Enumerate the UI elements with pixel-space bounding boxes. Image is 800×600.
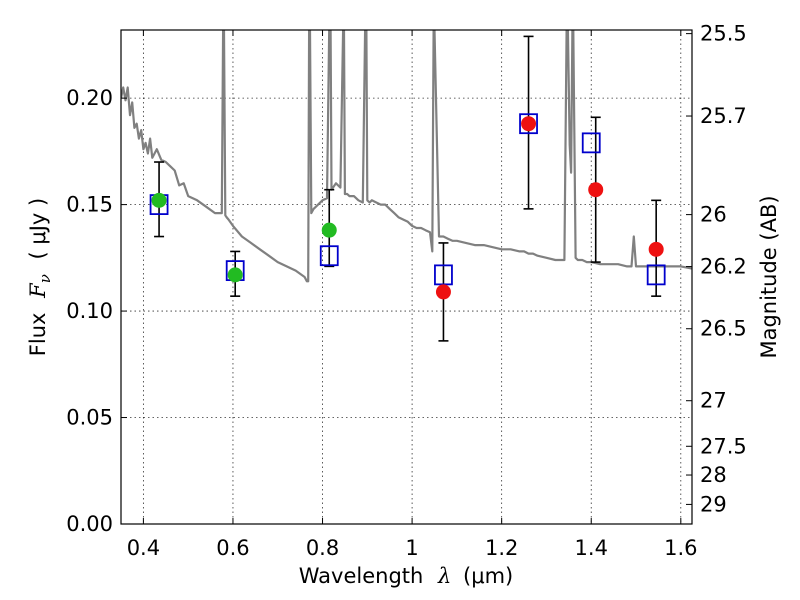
- x-axis-label: Wavelength λ (μm): [299, 564, 513, 588]
- y-tick-label: 0.05: [66, 406, 113, 430]
- observed-point-marker: [521, 116, 537, 132]
- marker-layer: [149, 113, 666, 300]
- y-tick-label: 0.00: [66, 512, 113, 536]
- x-tick-label: 0.6: [216, 536, 249, 560]
- observed-point-marker: [151, 192, 167, 208]
- x-tick-label: 0.8: [306, 536, 339, 560]
- model-square-marker: [434, 264, 453, 286]
- spectrum-line: [121, 30, 692, 283]
- grid: [121, 30, 692, 525]
- errorbar-layer: [154, 35, 662, 342]
- model-spectrum-layer: [121, 30, 692, 283]
- model-square-marker: [646, 264, 666, 286]
- plot-frame: [120, 29, 693, 525]
- y2-axis-label: Magnitude (AB): [757, 195, 781, 358]
- y-tick-label: 0.20: [66, 86, 113, 110]
- y2-tick-label: 28: [700, 463, 727, 487]
- y2-tick-label: 27.5: [700, 434, 747, 458]
- observed-point-marker: [227, 267, 243, 283]
- y2-tick-label: 26.5: [700, 317, 747, 341]
- x-tick-label: 1.4: [575, 536, 608, 560]
- y2-tick-label: 29: [700, 492, 727, 516]
- y-tick-label: 0.10: [66, 299, 113, 323]
- x-tick-label: 1: [405, 536, 418, 560]
- x-tick-label: 0.4: [127, 536, 160, 560]
- x-tick-label: 1.2: [485, 536, 518, 560]
- y2-tick-label: 25.5: [700, 22, 747, 46]
- observed-point-marker: [321, 222, 337, 238]
- observed-point-marker: [648, 241, 664, 257]
- axis-ticks: 0.4 0.6 0.8 1 1.2 1.4 1.6 0.00 0.05 0.10 0.15 0.20 2…: [66, 22, 747, 560]
- model-square-marker: [519, 113, 538, 135]
- y-axis-label: Flux Fν ( μJy ): [26, 198, 55, 356]
- model-square-marker: [319, 245, 339, 267]
- x-tick-label: 1.6: [664, 536, 697, 560]
- y2-tick-label: 26.2: [700, 255, 747, 279]
- y2-tick-label: 26: [700, 203, 727, 227]
- observed-point-marker: [588, 182, 604, 198]
- observed-point-marker: [435, 284, 451, 300]
- y2-tick-label: 25.7: [700, 104, 747, 128]
- axis-labels: Wavelength λ (μm) Flux Fν ( μJy ) Magnit…: [26, 195, 781, 588]
- y2-tick-label: 27: [700, 389, 727, 413]
- model-square-marker: [581, 132, 601, 154]
- y-tick-label: 0.15: [66, 193, 113, 217]
